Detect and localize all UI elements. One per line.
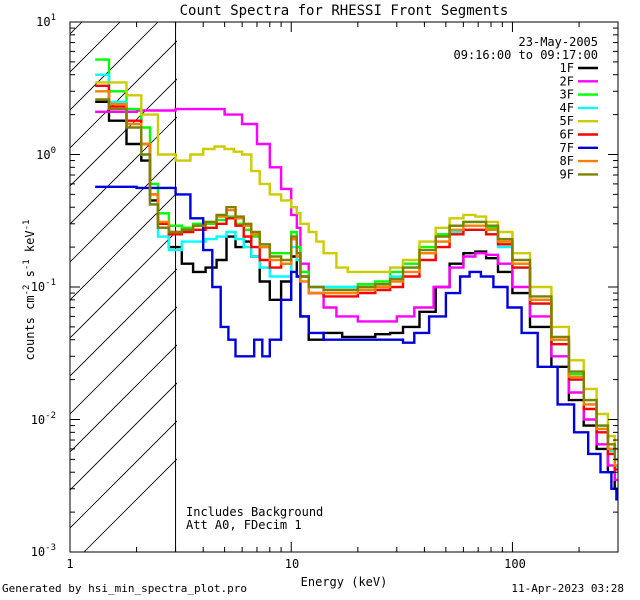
series-group — [95, 58, 618, 501]
hatch-line — [50, 0, 196, 16]
legend-label-4F: 4F — [560, 101, 574, 115]
legend-label-8F: 8F — [560, 154, 574, 168]
hatch-line — [83, 458, 177, 552]
x-tick-label: 100 — [504, 557, 526, 571]
hatch-line — [70, 22, 83, 35]
hatch-line — [70, 22, 121, 73]
hatch-line — [70, 154, 177, 263]
series-5F — [95, 81, 618, 451]
legend-label-5F: 5F — [560, 114, 574, 128]
hatch-line — [70, 306, 177, 415]
date-label: 23-May-2005 — [519, 35, 598, 49]
y-tick-label: 100 — [36, 146, 56, 162]
x-axis-label: Energy (keV) — [301, 575, 388, 589]
annotation-attenuator: Att A0, FDecim 1 — [186, 518, 302, 532]
footer-timestamp: 11-Apr-2023 03:28 — [511, 582, 624, 595]
hatch-line — [70, 116, 177, 225]
hatch-line — [70, 192, 177, 301]
series-9F — [95, 98, 618, 461]
hatch-line — [70, 268, 177, 377]
footer-generated-by: Generated by hsi_min_spectra_plot.pro — [2, 582, 248, 595]
background-hatch-region — [50, 0, 196, 552]
time-range-label: 09:16:00 to 09:17:00 — [454, 48, 599, 62]
series-8F — [95, 90, 618, 467]
axis-ticks — [69, 21, 619, 553]
hatch-line — [70, 420, 177, 529]
legend-label-1F: 1F — [560, 61, 574, 75]
legend-label-6F: 6F — [560, 128, 574, 142]
hatch-line — [70, 382, 177, 491]
hatch-line — [70, 78, 177, 187]
series-6F — [95, 84, 618, 471]
y-tick-label: 10-3 — [31, 543, 56, 559]
legend-label-3F: 3F — [560, 88, 574, 102]
legend-label-2F: 2F — [560, 74, 574, 88]
x-tick-label: 1 — [66, 557, 73, 571]
legend-label-7F: 7F — [560, 141, 574, 155]
annotation-background: Includes Background — [186, 505, 323, 519]
hatch-line — [70, 22, 159, 111]
y-axis-label: counts cm-2 s-1 keV-1 — [22, 220, 37, 361]
series-7F — [95, 185, 618, 501]
y-tick-label: 101 — [36, 13, 56, 29]
y-tick-label: 10-2 — [31, 411, 56, 427]
chart-title: Count Spectra for RHESSI Front Segments — [180, 3, 509, 19]
hatch-line — [70, 344, 177, 453]
series-2F — [95, 107, 618, 482]
hatch-line — [70, 230, 177, 339]
x-tick-label: 10 — [285, 557, 299, 571]
legend-label-9F: 9F — [560, 167, 574, 181]
hatch-line — [70, 40, 177, 149]
